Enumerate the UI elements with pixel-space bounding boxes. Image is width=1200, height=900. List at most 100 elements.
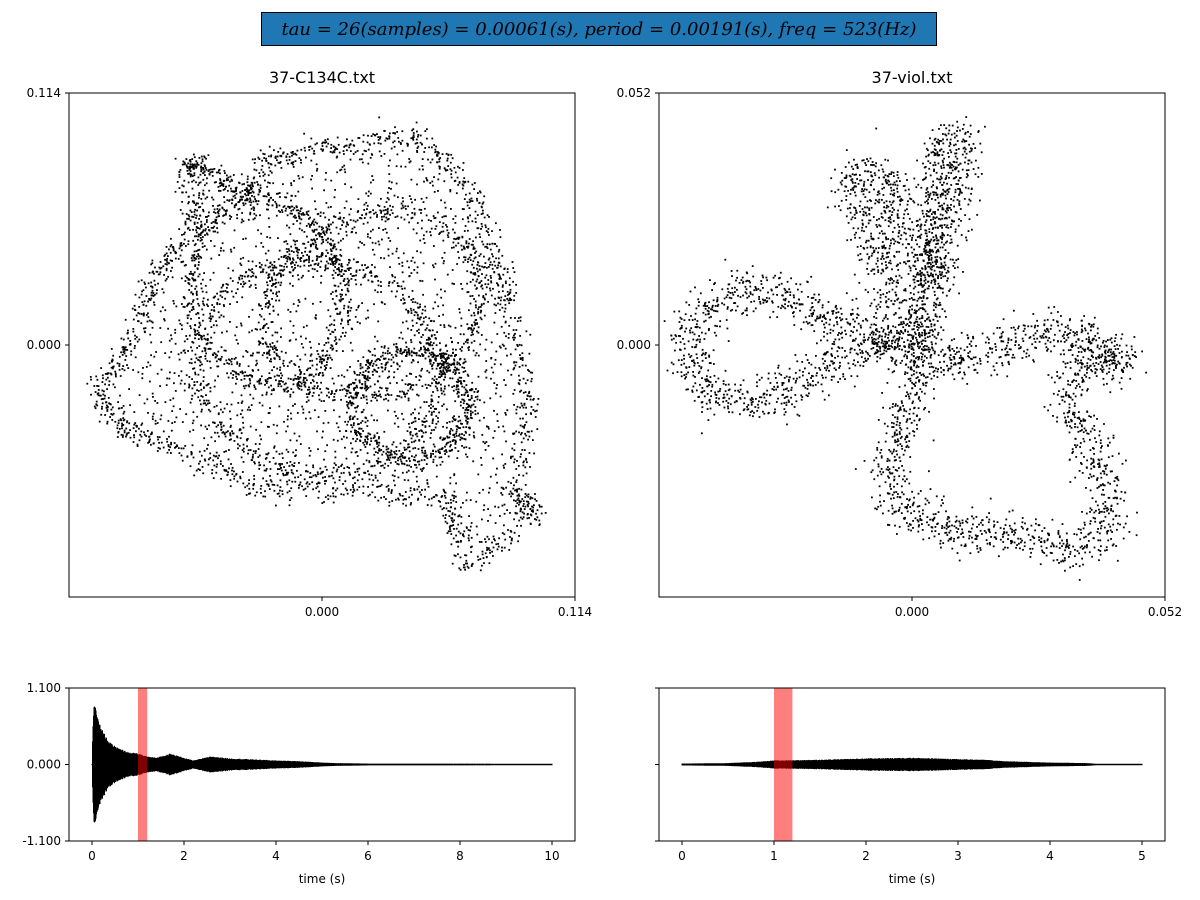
scatter-point: [480, 213, 483, 215]
scatter-point: [195, 469, 198, 472]
scatter-point: [428, 498, 430, 501]
scatter-point: [400, 396, 403, 399]
scatter-point: [478, 492, 481, 494]
scatter-point: [329, 263, 332, 265]
scatter-point: [136, 443, 139, 446]
scatter-point: [192, 300, 194, 303]
scatter-point: [385, 485, 388, 488]
scatter-point: [214, 455, 217, 458]
scatter-point: [459, 333, 462, 336]
scatter-point: [201, 158, 204, 161]
scatter-point: [480, 334, 483, 336]
scatter-point: [409, 160, 412, 163]
scatter-point: [164, 253, 167, 256]
scatter-point: [292, 465, 295, 467]
scatter-point: [351, 139, 354, 142]
scatter-point: [196, 333, 199, 335]
scatter-point: [449, 530, 452, 533]
scatter-point: [436, 153, 438, 156]
scatter-point: [159, 267, 162, 270]
scatter-point: [313, 228, 316, 231]
scatter-point: [497, 264, 500, 267]
scatter-point: [370, 135, 373, 137]
scatter-point: [513, 531, 516, 534]
scatter-point: [235, 203, 238, 205]
scatter-point: [240, 379, 243, 381]
scatter-point: [266, 288, 269, 291]
scatter-point: [250, 404, 253, 406]
scatter-point: [198, 359, 201, 362]
scatter-point: [185, 164, 188, 167]
scatter-point: [297, 274, 299, 277]
scatter-point: [237, 208, 240, 211]
scatter-point: [387, 248, 390, 251]
scatter-point: [477, 311, 480, 313]
scatter-point: [172, 300, 175, 302]
scatter-point: [279, 464, 282, 467]
scatter-point: [442, 390, 445, 393]
scatter-point: [236, 480, 239, 483]
scatter-point: [472, 333, 474, 336]
scatter-point: [294, 240, 296, 243]
scatter-point: [334, 303, 337, 306]
scatter-point: [451, 517, 454, 520]
scatter-point: [457, 450, 460, 452]
scatter-point: [243, 183, 245, 185]
scatter-point: [356, 470, 359, 473]
scatter-point: [104, 383, 106, 386]
scatter-point: [100, 398, 103, 401]
scatter-point: [146, 398, 149, 401]
scatter-point: [219, 294, 222, 297]
scatter-point: [341, 166, 344, 168]
scatter-point: [275, 202, 278, 205]
scatter-point: [519, 390, 521, 393]
scatter-point: [192, 292, 194, 295]
scatter-point: [274, 155, 277, 158]
scatter-point: [467, 245, 470, 248]
scatter-point: [192, 279, 195, 282]
scatter-point: [286, 214, 289, 217]
scatter-point: [253, 461, 256, 463]
scatter-point: [454, 238, 457, 241]
scatter-point: [220, 428, 223, 431]
scatter-point: [204, 234, 206, 236]
scatter-point: [380, 395, 382, 398]
scatter-point: [200, 155, 203, 158]
scatter-point: [440, 296, 443, 299]
scatter-point: [286, 258, 289, 260]
scatter-point: [484, 348, 487, 351]
scatter-point: [500, 277, 502, 280]
scatter-point: [235, 473, 237, 476]
scatter-point: [365, 213, 367, 216]
scatter-point: [417, 448, 420, 450]
scatter-point: [383, 153, 386, 155]
scatter-point: [240, 394, 243, 397]
scatter-point: [394, 484, 396, 487]
scatter-point: [490, 280, 492, 283]
scatter-point: [325, 145, 328, 148]
scatter-point: [452, 218, 455, 220]
scatter-point: [395, 350, 398, 353]
scatter-point: [447, 153, 450, 156]
scatter-point: [512, 280, 514, 283]
scatter-point: [515, 488, 518, 491]
scatter-point: [231, 466, 234, 469]
scatter-point: [205, 338, 207, 341]
scatter-point: [345, 293, 347, 296]
scatter-point: [199, 403, 202, 406]
scatter-point: [190, 453, 193, 456]
scatter-point: [300, 276, 303, 279]
scatter-point: [453, 436, 456, 438]
scatter-point: [194, 165, 197, 168]
scatter-point: [151, 289, 154, 292]
scatter-point: [192, 308, 195, 311]
scatter-point: [442, 403, 445, 406]
scatter-point: [339, 293, 342, 296]
scatter-point: [112, 354, 115, 357]
scatter-point: [251, 184, 254, 186]
scatter-point: [471, 295, 474, 297]
scatter-point: [184, 162, 186, 165]
scatter-point: [319, 232, 322, 235]
scatter-point: [439, 505, 442, 508]
scatter-point: [409, 431, 412, 434]
